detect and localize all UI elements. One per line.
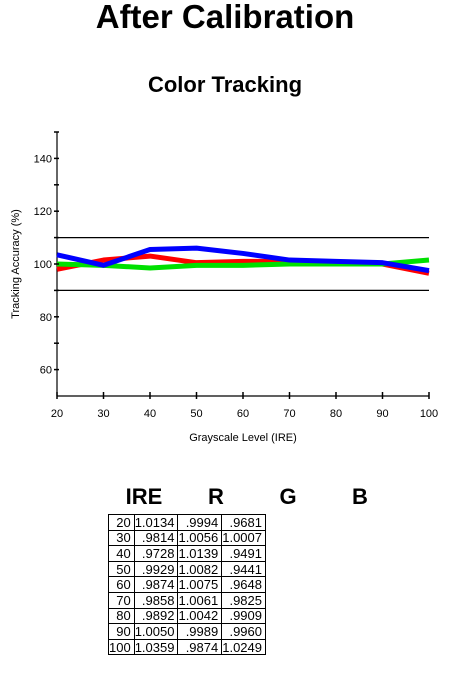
x-tick-label: 60: [237, 408, 249, 420]
table-cell-g: .9874: [177, 638, 223, 656]
blue-series-line: [56, 245, 430, 274]
table-cell-ire: 70: [108, 591, 135, 609]
table-cell-ire: 50: [108, 560, 135, 578]
color-tracking-chart: 60 80 100 120 140 20 30 40 50 60 70 80 90 100 Graysca…: [10, 131, 438, 444]
table-row: 40 .9728 1.0139 .9491: [108, 545, 266, 562]
table-cell-b: .9648: [221, 576, 266, 593]
table-header-ire: IRE: [125, 484, 163, 509]
calibration-data-table: 20 1.0134 .9994 .9681 30 .9814 1.0056 1.…: [108, 514, 266, 656]
x-tick-label: 30: [97, 408, 109, 420]
table-cell-r: .9814: [133, 529, 179, 547]
table-cell-ire: 30: [108, 529, 135, 547]
x-tick-label: 20: [51, 408, 63, 420]
table-cell-ire: 40: [108, 545, 135, 562]
table-row: 60 .9874 1.0075 .9648: [108, 576, 266, 593]
table-cell-g: 1.0139: [177, 545, 223, 562]
y-tick-label: 80: [40, 312, 52, 324]
x-axis-label: Grayscale Level (IRE): [189, 432, 297, 444]
table-cell-g: 1.0075: [177, 576, 223, 593]
y-tick-label: 140: [34, 153, 52, 165]
table-row: 30 .9814 1.0056 1.0007: [108, 529, 266, 547]
x-tick-label: 70: [283, 408, 295, 420]
table-cell-r: .9892: [133, 607, 179, 625]
table-cell-ire: 60: [108, 576, 135, 593]
y-tick-label: 120: [34, 206, 52, 218]
table-cell-r: 1.0050: [133, 623, 179, 640]
table-row: 90 1.0050 .9989 .9960: [108, 623, 266, 640]
table-cell-ire: 90: [108, 623, 135, 640]
table-cell-g: 1.0082: [177, 560, 223, 578]
table-cell-g: 1.0061: [177, 591, 223, 609]
table-header-r: R: [208, 484, 224, 509]
table-cell-b: .9825: [221, 591, 266, 609]
table-cell-r: 1.0134: [133, 514, 179, 531]
x-tick-label: 90: [376, 408, 388, 420]
table-cell-b: .9681: [221, 514, 266, 531]
table-cell-r: .9874: [133, 576, 179, 593]
table-cell-b: .9441: [221, 560, 266, 578]
x-tick-label: 40: [144, 408, 156, 420]
table-cell-r: .9728: [133, 545, 179, 562]
table-cell-b: .9960: [221, 623, 266, 640]
table-cell-r: .9929: [133, 560, 179, 578]
table-cell-ire: 80: [108, 607, 135, 625]
table-row: 50 .9929 1.0082 .9441: [108, 560, 266, 578]
table-cell-g: .9994: [177, 514, 223, 531]
table-cell-g: 1.0042: [177, 607, 223, 625]
table-header-b: B: [352, 484, 368, 509]
table-cell-r: 1.0359: [133, 638, 179, 656]
chart-title: Color Tracking: [147, 72, 303, 97]
table-header-g: G: [279, 484, 297, 509]
x-tick-label: 80: [330, 408, 342, 420]
table-cell-g: 1.0056: [177, 529, 223, 547]
table-cell-b: .9491: [221, 545, 266, 562]
table-cell-ire: 20: [108, 514, 135, 531]
table-cell-r: .9858: [133, 591, 179, 609]
table-cell-ire: 100: [108, 638, 135, 656]
table-cell-b: 1.0007: [221, 529, 266, 547]
table-cell-b: .9909: [221, 607, 266, 625]
y-axis-label: Tracking Accuracy (%): [10, 209, 22, 319]
table-row: 80 .9892 1.0042 .9909: [108, 607, 266, 625]
table-row: 70 .9858 1.0061 .9825: [108, 591, 266, 609]
table-row: 20 1.0134 .9994 .9681: [108, 514, 266, 531]
x-tick-label: 100: [420, 408, 438, 420]
y-tick-label: 100: [34, 259, 52, 271]
x-tick-label: 50: [190, 408, 202, 420]
table-cell-b: 1.0249: [221, 638, 266, 656]
page-title: After Calibration: [95, 0, 355, 35]
table-row: 100 1.0359 .9874 1.0249: [108, 638, 266, 656]
y-tick-label: 60: [40, 365, 52, 377]
table-cell-g: .9989: [177, 623, 223, 640]
